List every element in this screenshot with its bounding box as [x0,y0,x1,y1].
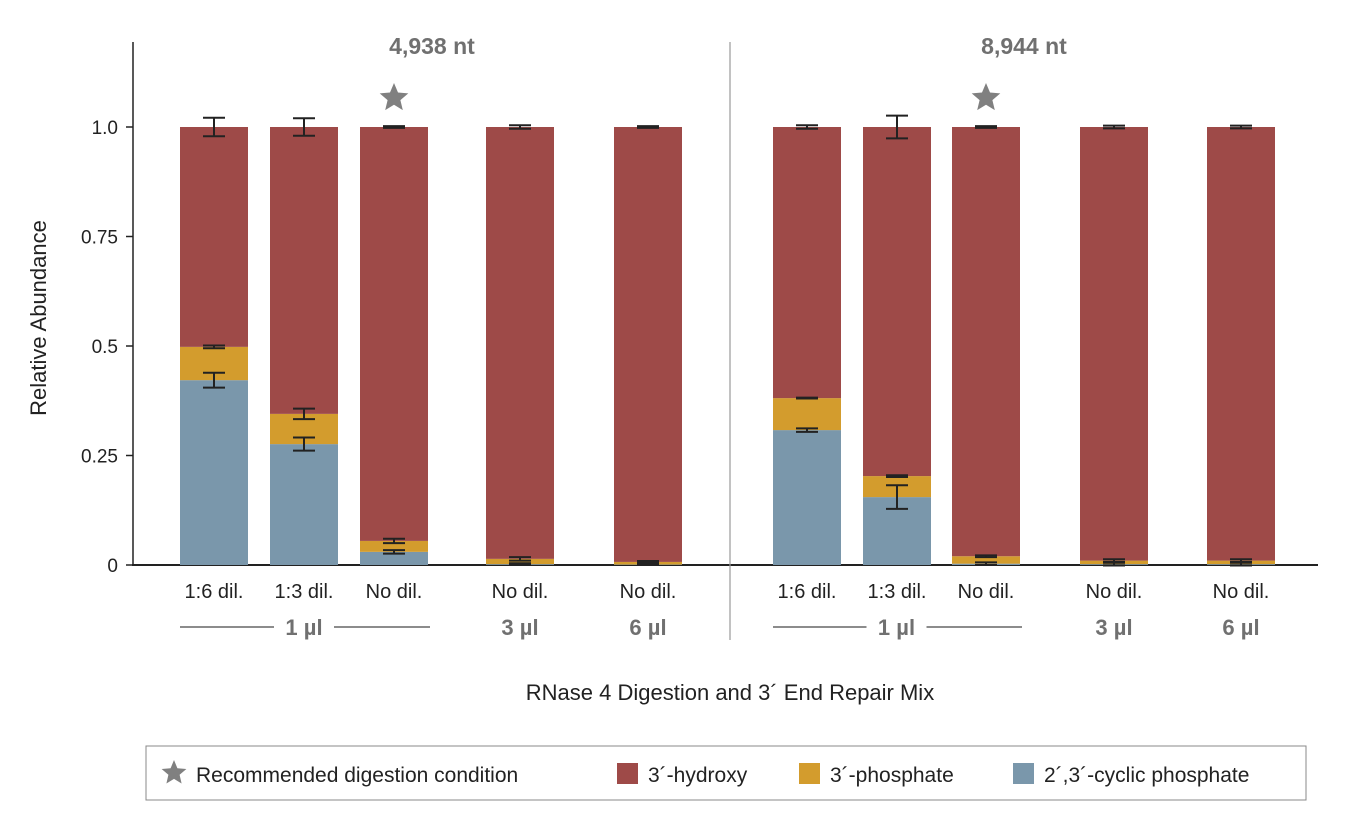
y-tick-label: 0.25 [81,447,118,468]
bar-segment-hydroxy [773,127,841,399]
legend-label: 2´,3´-cyclic phosphate [1044,764,1249,787]
panel-title: 4,938 nt [389,33,475,59]
error-bar [796,124,818,130]
error-bar [203,116,225,138]
error-bar [509,124,531,130]
error-bar [1230,558,1252,563]
bar-segment-hydroxy [486,127,554,559]
error-bar [975,561,997,566]
x-tick-label: 1:6 dil. [778,581,837,603]
bar-segment-phosphate [773,398,841,431]
x-tick-label: No dil. [492,581,549,603]
error-bar [1103,124,1125,130]
bar-segment-phosphate [360,540,428,552]
legend-swatch-phosphate [799,763,820,784]
bar-segment-hydroxy [614,127,682,562]
bar-segment-hydroxy [1207,127,1275,561]
error-bar [637,125,659,129]
panel-title: 8,944 nt [981,33,1067,59]
legend-swatch-cyclic [1013,763,1034,784]
error-bar [509,556,531,562]
group-label: 1 µl [285,615,322,640]
bar-segment-hydroxy [952,127,1020,557]
bar-segment-cyclic [360,551,428,565]
bar-segment-hydroxy [1080,127,1148,561]
x-tick-label: No dil. [620,581,677,603]
error-bar [293,117,315,137]
y-axis-label: Relative Abundance [26,220,51,416]
group-label: 3 µl [501,615,538,640]
bar-segment-hydroxy [863,127,931,477]
recommended-star-icon [971,83,1001,111]
legend-box [145,745,1307,801]
error-bar [975,125,997,129]
legend-label: 3´-hydroxy [648,764,748,787]
group-label: 6 µl [1222,615,1259,640]
recommended-star-icon [379,83,409,111]
y-tick-label: 0.75 [81,228,118,249]
error-bar [975,554,997,559]
error-bar [886,114,908,140]
bar-segment-hydroxy [270,127,338,414]
error-bar [796,427,818,433]
error-bar [637,563,659,566]
error-bar [383,125,405,129]
legend: Recommended digestion condition 3´-hydrox… [145,745,1307,801]
error-bar [1230,124,1252,130]
error-bar [1103,558,1125,563]
error-bar [203,371,225,389]
error-bar [293,407,315,421]
labels: 4,938 nt 1:6 dil. 1:3 dil. No dil. No dil. No… [180,33,1269,640]
error-bar [383,549,405,555]
x-tick-label: No dil. [1213,581,1270,603]
group-label: 1 µl [878,615,915,640]
x-tick-label: 1:6 dil. [185,581,244,603]
error-bar [383,537,405,545]
x-tick-label: No dil. [958,581,1015,603]
y-tick-label: 0 [107,556,118,577]
bar-segment-cyclic [180,380,248,565]
group-label: 6 µl [629,615,666,640]
error-bar [886,484,908,510]
x-tick-label: No dil. [366,581,423,603]
legend-swatch-hydroxy [617,763,638,784]
bar-segment-phosphate [952,556,1020,564]
error-bar [203,344,225,350]
bars [180,114,1275,567]
error-bar [637,560,659,564]
y-tick-label: 0.5 [92,337,118,358]
legend-star-icon [161,760,187,784]
legend-label: 3´-phosphate [830,764,954,787]
y-tick-label: 1.0 [92,118,118,139]
x-tick-label: 1:3 dil. [868,581,927,603]
bar-segment-hydroxy [360,127,428,541]
group-label: 3 µl [1095,615,1132,640]
x-axis-label: RNase 4 Digestion and 3´ End Repair Mix [526,680,934,705]
legend-label: Recommended digestion condition [196,764,518,787]
error-bar [886,474,908,478]
x-tick-label: 1:3 dil. [275,581,334,603]
x-tick-label: No dil. [1086,581,1143,603]
error-bar [796,396,818,400]
error-bar [509,562,531,566]
bar-segment-cyclic [773,430,841,565]
error-bar [293,436,315,452]
bar-segment-cyclic [270,444,338,565]
bar-segment-hydroxy [180,127,248,347]
